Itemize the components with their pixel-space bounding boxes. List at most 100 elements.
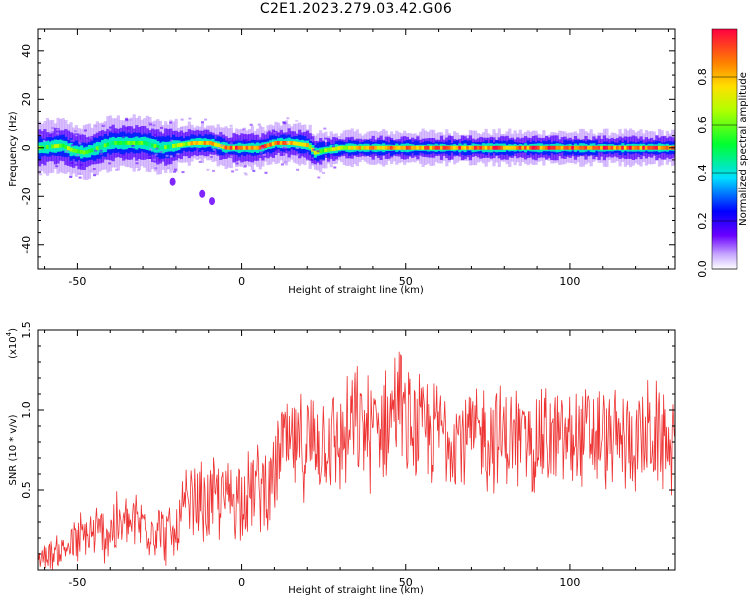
spectrogram-ridge-cell: [119, 141, 123, 145]
spectrogram-ridge-cell: [558, 145, 562, 150]
spectrogram-ridge-cell: [206, 141, 210, 145]
spectrogram-ridge-cell: [495, 145, 499, 150]
spectrogram-ridge-cell: [424, 145, 428, 150]
spectrogram-speckle: [152, 124, 156, 127]
spectrogram-speckle: [170, 139, 174, 142]
spectrogram-speckle: [322, 171, 326, 174]
spectrogram-ridge-cell: [397, 145, 401, 150]
spectrogram-speckle: [231, 170, 235, 173]
spectrogram-speckle: [135, 162, 139, 165]
spectrogram-ridge-cell: [660, 145, 664, 150]
snr-x-tick-label: 50: [399, 576, 413, 589]
spectrogram-ridge-cell: [471, 145, 475, 150]
spectrogram-speckle: [148, 122, 151, 125]
spectrogram-speckle: [39, 133, 43, 136]
spectrogram-speckle: [74, 133, 78, 136]
spectrogram-speckle: [229, 124, 233, 127]
spectrogram-ridge-cell: [211, 141, 215, 146]
spectrogram-ridge-cell: [429, 145, 433, 150]
spectrogram-ridge-cell: [510, 145, 514, 150]
spectrogram-speckle: [173, 170, 176, 173]
spectrogram-speckle: [259, 126, 263, 129]
spectrogram-speckle: [126, 127, 130, 130]
spectrogram-speckle: [78, 142, 82, 145]
spectrogram-speckle: [113, 131, 117, 134]
spectrogram-ridge-cell: [103, 143, 107, 148]
spectrogram-ridge-cell: [642, 145, 646, 150]
spectrogram-speckle: [286, 117, 290, 120]
spectrogram-ridge-cell: [258, 145, 262, 150]
spectrogram-ridge-cell: [455, 145, 459, 150]
spectrogram-outlier: [199, 189, 206, 198]
spectrogram-ridge-cell: [508, 145, 512, 150]
spectrogram-ridge-cell: [395, 145, 399, 150]
snr-x-tick-label: 0: [238, 576, 245, 589]
spectrogram-speckle: [316, 150, 320, 153]
spectrogram-ridge-cell: [256, 145, 260, 150]
spectrogram-ridge-cell: [240, 145, 244, 150]
snr-y-tick-label: 1.0: [20, 401, 33, 419]
spectrogram-speckle: [85, 139, 89, 142]
spectrogram-speckle: [312, 148, 316, 151]
spectrogram-ridge-cell: [392, 145, 396, 150]
spectrogram-speckle: [244, 173, 248, 176]
snr-x-tick-label: -50: [68, 576, 86, 589]
spectrogram-ridge-cell: [337, 146, 341, 151]
spectrogram-ridge-cell: [190, 141, 194, 146]
spectrogram-ridge-cell: [439, 145, 443, 150]
snr-y-multiplier-exponent: 4: [5, 331, 13, 336]
spectrogram-ridge-cell: [450, 145, 454, 150]
spectrogram-ridge-cell: [140, 141, 144, 145]
spectrogram-speckle: [314, 137, 318, 140]
spectrogram-ridge-cell: [295, 141, 299, 146]
spectrogram-ridge-cell: [529, 145, 533, 150]
spectrogram-ridge-cell: [484, 145, 488, 150]
spectrogram-speckle: [76, 154, 80, 156]
spectrogram-speckle: [217, 147, 221, 149]
spectrogram-ridge-cell: [45, 145, 49, 149]
spectrogram-ridge-cell: [174, 143, 178, 148]
spectrogram-ridge-cell: [597, 145, 601, 150]
spectrogram-x-tick-label: 0: [238, 275, 245, 288]
spectrogram-speckle: [137, 169, 140, 172]
spectrogram-ridge-cell: [639, 145, 643, 150]
spectrogram-speckle: [296, 146, 300, 149]
spectrogram-ridge-cell: [77, 149, 81, 154]
spectrogram-speckle: [278, 128, 282, 131]
spectrogram-ridge-cell: [124, 141, 128, 145]
spectrogram-ridge-cell: [214, 142, 218, 147]
spectrogram-ridge-cell: [334, 146, 338, 151]
spectrogram-speckle: [188, 117, 192, 120]
spectrogram-ridge-cell: [172, 144, 176, 148]
colorbar-tick-label: 0.8: [696, 68, 709, 86]
spectrogram-speckle: [218, 133, 222, 136]
snr-y-ticks: 0.5 1.0 1.5: [20, 321, 675, 555]
spectrogram-ridge-cell: [447, 145, 451, 150]
spectrogram-speckle: [143, 129, 147, 132]
spectrogram-speckle: [99, 152, 103, 155]
snr-x-label: Height of straight line (km): [288, 585, 424, 596]
spectrogram-speckle: [273, 132, 277, 134]
spectrogram-ridge-cell: [500, 145, 504, 150]
snr-y-multiplier-close: ): [8, 328, 19, 332]
spectrogram-ridge-cell: [90, 148, 94, 153]
spectrogram-speckle: [125, 117, 128, 120]
spectrogram-speckle: [173, 154, 177, 157]
spectrogram-speckle: [103, 124, 106, 127]
spectrogram-speckle: [121, 136, 125, 139]
spectrogram-speckle: [242, 140, 246, 143]
spectrogram-ridge-cell: [271, 141, 275, 146]
spectrogram-speckle: [220, 144, 224, 147]
spectrogram-ridge-cell: [340, 145, 344, 150]
spectrogram-ridge-cell: [589, 145, 593, 150]
spectrogram-ridge-cell: [405, 145, 409, 150]
spectrogram-ridge-cell: [613, 145, 617, 150]
spectrogram-ridge-cell: [579, 145, 583, 150]
spectrogram-ridge-cell: [542, 145, 546, 150]
spectrogram-speckle: [238, 138, 241, 141]
spectrogram-ridge-cell: [545, 145, 549, 150]
spectrogram-ridge-cell: [182, 142, 186, 147]
spectrogram-ridge-cell: [250, 145, 254, 150]
spectrogram-speckle: [319, 159, 323, 162]
spectrogram-speckle: [99, 149, 103, 152]
